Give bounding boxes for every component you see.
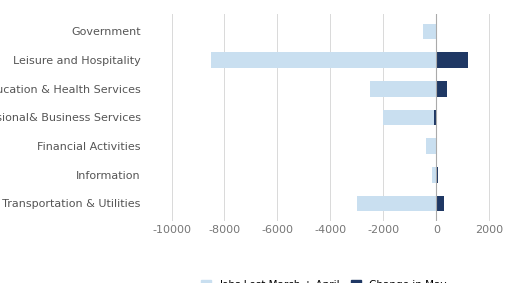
Bar (436, 81, 447, 97)
Bar (357, 196, 436, 211)
Bar (433, 167, 436, 183)
Bar (436, 52, 468, 68)
Bar (434, 110, 436, 125)
Bar (426, 138, 436, 154)
Bar (436, 196, 444, 211)
Bar (370, 81, 436, 97)
Bar (211, 52, 436, 68)
Bar (423, 23, 436, 39)
Bar (436, 167, 438, 183)
Legend: Jobs Lost March + April, Change in May: Jobs Lost March + April, Change in May (196, 276, 451, 283)
Bar (383, 110, 436, 125)
